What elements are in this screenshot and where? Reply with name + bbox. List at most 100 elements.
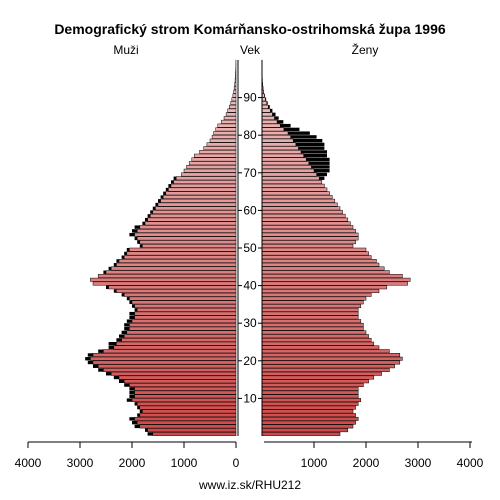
male-bar: [152, 431, 237, 436]
female-bar: [261, 360, 401, 365]
female-bar: [261, 390, 359, 395]
female-bar: [261, 104, 269, 109]
female-bar: [261, 180, 323, 184]
male-bar: [134, 311, 237, 316]
female-bar: [261, 337, 372, 342]
male-bar: [199, 149, 237, 154]
female-bar: [261, 217, 349, 222]
female-bar: [261, 168, 315, 173]
female-bar: [261, 138, 294, 143]
male-surplus-bar: [165, 187, 169, 192]
female-bar: [261, 431, 341, 436]
male-bar: [230, 101, 237, 105]
male-bar: [233, 89, 237, 94]
female-bar: [261, 386, 359, 391]
male-surplus-bar: [163, 191, 166, 195]
male-bar: [110, 371, 237, 376]
male-surplus-bar: [124, 326, 130, 331]
age-tick-label: 20: [243, 354, 257, 368]
female-bar: [261, 311, 359, 316]
male-bar: [116, 262, 237, 267]
female-bar: [261, 240, 356, 245]
female-bar: [261, 251, 369, 256]
male-surplus-bar: [145, 428, 148, 432]
male-surplus-bar: [116, 338, 122, 342]
male-surplus-bar: [134, 236, 138, 241]
male-surplus-bar: [155, 202, 158, 207]
male-bar: [139, 405, 237, 410]
male-bar: [97, 274, 237, 278]
age-axis: 10 20 30 40 50 60 70 80 90: [237, 60, 263, 436]
x-tick-label: 1000: [301, 456, 328, 470]
age-tick-label: 90: [243, 91, 257, 105]
male-surplus-bar: [145, 217, 148, 222]
male-bar: [147, 217, 237, 222]
female-bar: [261, 206, 341, 211]
female-surplus-bar: [303, 154, 327, 158]
male-surplus-bar: [152, 206, 156, 211]
female-bar: [261, 292, 372, 297]
x-tick-label: 0: [233, 456, 240, 470]
male-surplus-bar: [129, 387, 135, 391]
male-bar: [209, 138, 237, 143]
male-bar: [234, 78, 237, 83]
age-axis-label: Vek: [240, 43, 261, 57]
male-surplus-bar: [113, 289, 117, 293]
age-tick-label: 70: [243, 166, 257, 180]
male-bar: [228, 104, 237, 109]
male-surplus-bar: [103, 270, 106, 274]
female-bar: [261, 349, 390, 354]
female-bar: [261, 262, 380, 267]
female-bar: [261, 409, 354, 414]
female-bar: [261, 368, 390, 372]
female-surplus-bar: [270, 108, 273, 113]
age-tick-label: 80: [243, 128, 257, 142]
male-bar: [126, 251, 237, 256]
female-bar: [261, 153, 304, 158]
male-surplus-bar: [168, 184, 171, 188]
x-tick-label: 4000: [457, 456, 484, 470]
female-surplus-bar: [268, 105, 270, 109]
female-bar: [261, 191, 330, 196]
male-bar: [213, 131, 237, 136]
male-surplus-bar: [137, 413, 140, 417]
male-bar: [142, 243, 237, 248]
male-surplus-bar: [132, 420, 138, 425]
female-surplus-bar: [295, 142, 325, 147]
female-surplus-bar: [311, 165, 330, 169]
female-bar: [261, 210, 343, 215]
male-surplus-bar: [119, 334, 125, 338]
footer-source: www.iz.sk/RHU212: [198, 478, 301, 492]
female-bar: [261, 375, 375, 380]
male-bar: [232, 93, 237, 98]
male-bar: [165, 191, 237, 196]
male-bar: [136, 228, 237, 233]
male-bar: [121, 337, 237, 342]
male-bar: [123, 292, 237, 297]
x-tick-label: 3000: [67, 456, 94, 470]
female-bar: [261, 270, 390, 275]
male-surplus-bar: [137, 405, 140, 410]
female-bar: [261, 330, 367, 335]
male-bar: [103, 349, 237, 354]
female-bar: [261, 356, 403, 361]
female-bar: [261, 326, 364, 331]
female-bar: [261, 379, 369, 384]
male-bar: [183, 168, 237, 173]
male-bar: [92, 360, 237, 365]
female-surplus-bar: [301, 150, 327, 154]
male-bar: [116, 341, 237, 346]
male-surplus-bar: [160, 195, 164, 199]
female-bar: [261, 183, 325, 188]
female-bar: [261, 157, 307, 162]
male-surplus-bar: [129, 232, 135, 237]
male-surplus-bar: [137, 240, 140, 244]
female-surplus-bar: [293, 138, 323, 143]
male-surplus-bar: [126, 319, 132, 323]
male-bar: [105, 270, 237, 275]
male-surplus-bar: [132, 229, 138, 233]
female-bar: [261, 424, 354, 429]
male-bar: [134, 304, 237, 309]
female-bar: [261, 131, 289, 136]
female-bar: [261, 413, 356, 418]
